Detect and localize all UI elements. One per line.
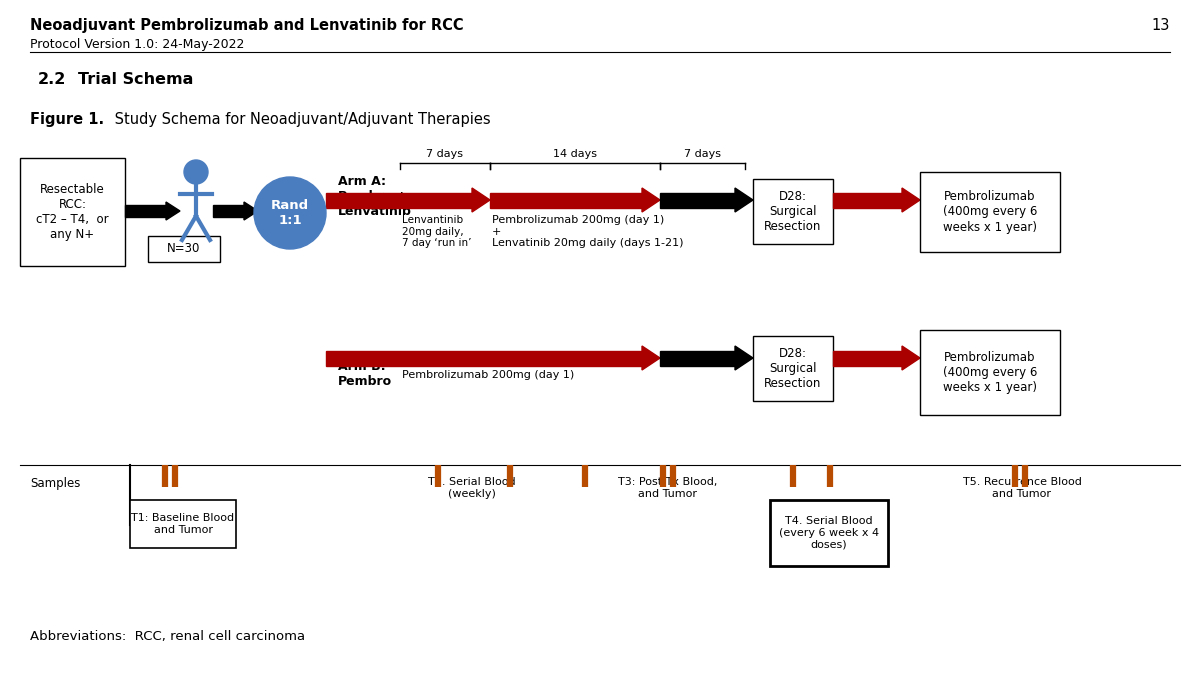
FancyBboxPatch shape [920, 172, 1060, 252]
FancyBboxPatch shape [770, 500, 888, 566]
Text: Abbreviations:  RCC, renal cell carcinoma: Abbreviations: RCC, renal cell carcinoma [30, 630, 305, 643]
Text: Neoadjuvant Pembrolizumab and Lenvatinib for RCC: Neoadjuvant Pembrolizumab and Lenvatinib… [30, 18, 463, 33]
Text: Samples: Samples [30, 477, 80, 490]
Text: 7 days: 7 days [426, 149, 463, 159]
Bar [214, 205, 244, 217]
Text: Pembrolizumab 200mg (day 1): Pembrolizumab 200mg (day 1) [402, 370, 575, 380]
FancyBboxPatch shape [754, 336, 833, 401]
Bar [833, 351, 902, 365]
Bar [326, 351, 642, 365]
FancyBboxPatch shape [920, 330, 1060, 415]
Text: T4. Serial Blood
(every 6 week x 4
doses): T4. Serial Blood (every 6 week x 4 doses… [779, 516, 880, 550]
Text: T5. Recurrence Blood
and Tumor: T5. Recurrence Blood and Tumor [962, 477, 1081, 498]
FancyBboxPatch shape [148, 236, 220, 262]
Text: N=30: N=30 [167, 242, 200, 255]
Bar [125, 205, 166, 217]
Polygon shape [472, 188, 490, 212]
Polygon shape [902, 188, 920, 212]
Polygon shape [734, 188, 754, 212]
Circle shape [184, 160, 208, 184]
Text: Rand
1:1: Rand 1:1 [271, 199, 310, 227]
Text: 7 days: 7 days [684, 149, 721, 159]
Text: Lenvantinib
20mg daily,
7 day ‘run in’: Lenvantinib 20mg daily, 7 day ‘run in’ [402, 215, 472, 248]
Text: 13: 13 [1152, 18, 1170, 33]
Polygon shape [734, 346, 754, 370]
Text: Resectable
RCC:
cT2 – T4,  or
any N+: Resectable RCC: cT2 – T4, or any N+ [36, 183, 109, 241]
Text: 14 days: 14 days [553, 149, 598, 159]
FancyBboxPatch shape [130, 500, 236, 548]
Text: 2.2: 2.2 [38, 72, 66, 87]
Bar [660, 351, 734, 365]
Polygon shape [902, 346, 920, 370]
Bar [660, 193, 734, 207]
Text: D28:
Surgical
Resection: D28: Surgical Resection [764, 190, 822, 233]
Text: Figure 1.: Figure 1. [30, 112, 104, 127]
Text: T1: Baseline Blood
and Tumor: T1: Baseline Blood and Tumor [132, 513, 234, 535]
Bar [326, 193, 472, 207]
Polygon shape [642, 188, 660, 212]
Text: Pembrolizumab
(400mg every 6
weeks x 1 year): Pembrolizumab (400mg every 6 weeks x 1 y… [943, 351, 1037, 394]
FancyBboxPatch shape [20, 158, 125, 266]
Circle shape [254, 177, 326, 249]
Text: Arm A:
Pembro +
Lenvatinib: Arm A: Pembro + Lenvatinib [338, 175, 412, 218]
Text: T3: Post Tx Blood,
and Tumor: T3: Post Tx Blood, and Tumor [618, 477, 718, 498]
Polygon shape [244, 202, 258, 220]
Text: Trial Schema: Trial Schema [78, 72, 193, 87]
Text: Pembrolizumab 200mg (day 1)
+
Lenvatinib 20mg daily (days 1-21): Pembrolizumab 200mg (day 1) + Lenvatinib… [492, 215, 684, 248]
Text: T2. Serial Blood
(weekly): T2. Serial Blood (weekly) [428, 477, 516, 498]
Text: Protocol Version 1.0: 24-May-2022: Protocol Version 1.0: 24-May-2022 [30, 38, 245, 51]
Text: D28:
Surgical
Resection: D28: Surgical Resection [764, 347, 822, 390]
Polygon shape [642, 346, 660, 370]
Text: Pembrolizumab
(400mg every 6
weeks x 1 year): Pembrolizumab (400mg every 6 weeks x 1 y… [943, 191, 1037, 233]
Text: Study Schema for Neoadjuvant/Adjuvant Therapies: Study Schema for Neoadjuvant/Adjuvant Th… [110, 112, 491, 127]
Text: Arm B:
Pembro: Arm B: Pembro [338, 360, 392, 388]
FancyBboxPatch shape [754, 179, 833, 244]
Bar [833, 193, 902, 207]
Polygon shape [166, 202, 180, 220]
Bar [490, 193, 642, 207]
